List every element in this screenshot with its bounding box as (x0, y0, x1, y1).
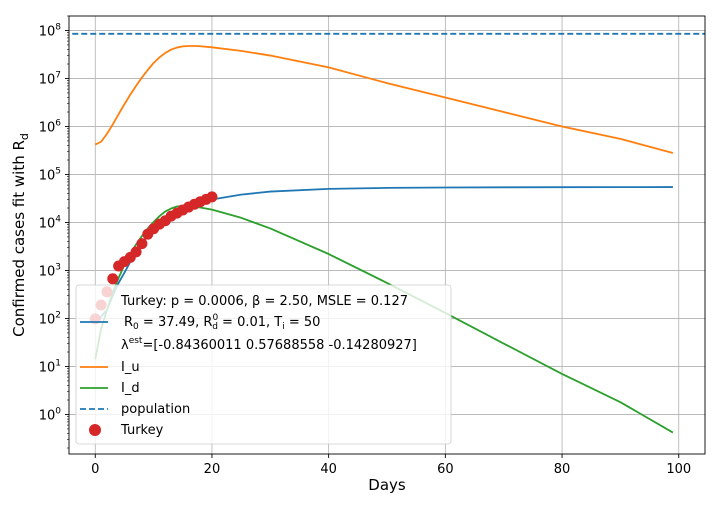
y-tick-label: 105 (39, 166, 61, 183)
legend-label-turkey: Turkey (120, 423, 164, 438)
legend-swatch-turkey (89, 424, 101, 436)
legend-label-population: population (121, 402, 190, 417)
series-line-iu (94, 45, 674, 154)
legend-r0-value: = 37.49, R (139, 315, 213, 330)
turkey-point (107, 273, 119, 285)
y-tick-label: 104 (39, 214, 62, 231)
y-tick-label: 100 (39, 406, 62, 423)
legend-line-lambda: λest=[-0.84360011 0.57688558 -0.14280927… (121, 336, 417, 353)
legend-lambda: λ (121, 338, 129, 353)
y-tick-label: 102 (39, 310, 61, 327)
legend-line-fit-info: Turkey: p = 0.0006, β = 2.50, MSLE = 0.1… (120, 294, 408, 309)
legend: Turkey: p = 0.0006, β = 2.50, MSLE = 0.1… (75, 284, 452, 445)
turkey-point (130, 246, 142, 258)
legend-label-iu: I_u (121, 360, 140, 375)
legend-r0d-sup: 0 (212, 313, 218, 323)
legend-box (75, 284, 452, 445)
legend-r0d-value: = 0.01, T (218, 315, 282, 330)
legend-r0d-sub: d (212, 322, 218, 332)
turkey-point (136, 238, 148, 250)
turkey-point (206, 191, 218, 203)
legend-lambda-value: =[-0.84360011 0.57688558 -0.14280927] (142, 338, 416, 353)
x-tick-label: 80 (554, 462, 571, 477)
plot-frame (68, 15, 706, 455)
x-tick-label: 20 (204, 462, 221, 477)
y-axis-label-main: Confirmed cases fit with R (10, 140, 28, 337)
grid (69, 16, 705, 454)
y-tick-label: 107 (39, 70, 61, 87)
legend-label-id: I_d (121, 381, 140, 396)
y-axis-label-sub: d (18, 133, 31, 140)
x-tick-label: 0 (91, 462, 99, 477)
y-tick-label: 101 (39, 358, 61, 375)
ticks: 0 20 40 60 80 100 100 101 102 103 104 105 106 107 108 (39, 15, 691, 477)
legend-r0: R (124, 315, 133, 330)
y-tick-label: 106 (39, 118, 62, 135)
legend-lambda-sup: est (129, 336, 143, 346)
y-axis-label: Confirmed cases fit with Rd (10, 133, 31, 337)
x-tick-label: 100 (666, 462, 691, 477)
x-tick-label: 40 (320, 462, 337, 477)
x-axis-label: Days (368, 476, 406, 494)
x-tick-label: 60 (437, 462, 454, 477)
legend-r0-sub: 0 (133, 322, 139, 332)
y-tick-label: 103 (39, 262, 61, 279)
legend-ti-sub: i (282, 322, 285, 332)
legend-ti-value: = 50 (285, 315, 321, 330)
legend-line-r0: R0 = 37.49, R0 d = 0.01, Ti = 50 (124, 313, 320, 332)
y-tick-label: 108 (39, 22, 62, 39)
